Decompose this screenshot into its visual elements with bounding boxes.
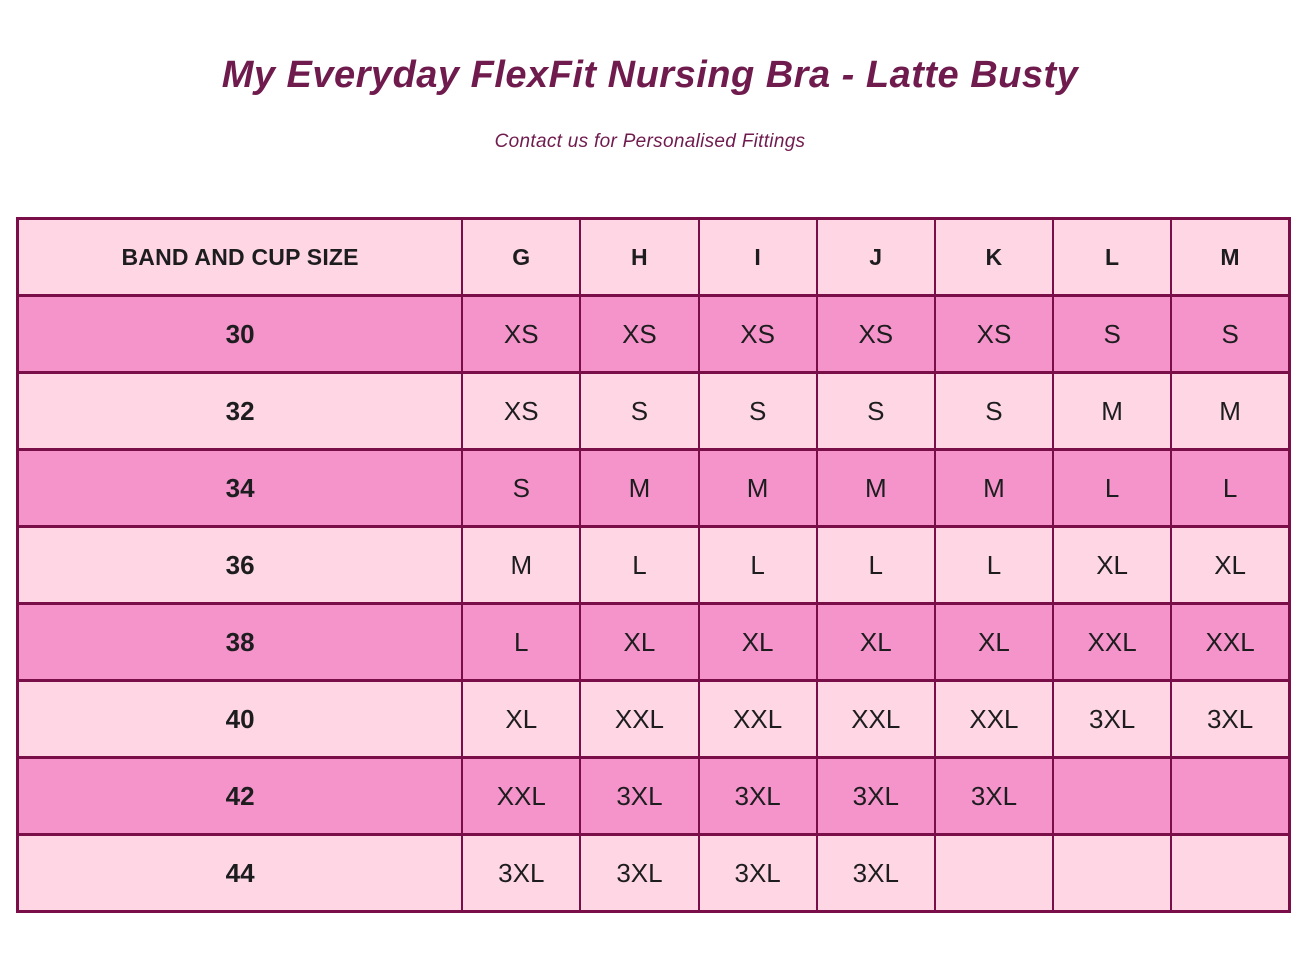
size-table-body: 30 XS XS XS XS XS S S 32 XS S S S S M M 34 S M M M M L L 36 M L L L L… <box>16 294 1291 913</box>
size-value-cell: XS <box>461 294 582 374</box>
cup-column-header: K <box>933 217 1055 297</box>
table-row: 36 M L L L L XL XL <box>16 525 1291 605</box>
band-size-cell: 36 <box>16 525 464 605</box>
size-value-cell: L <box>461 602 582 682</box>
size-value-cell: L <box>815 525 936 605</box>
table-row: 38 L XL XL XL XL XXL XXL <box>16 602 1291 682</box>
size-value-cell <box>1052 833 1173 913</box>
size-value-cell: S <box>933 371 1055 451</box>
table-row: 32 XS S S S S M M <box>16 371 1291 451</box>
size-value-cell: 3XL <box>1170 679 1291 759</box>
band-size-cell: 38 <box>16 602 464 682</box>
size-value-cell: XL <box>815 602 936 682</box>
size-value-cell: 3XL <box>1052 679 1173 759</box>
size-value-cell: L <box>697 525 818 605</box>
size-value-cell: XS <box>933 294 1055 374</box>
size-value-cell: M <box>1052 371 1173 451</box>
size-value-cell: 3XL <box>933 756 1055 836</box>
size-value-cell: 3XL <box>579 833 700 913</box>
size-value-cell: S <box>1052 294 1173 374</box>
band-size-cell: 44 <box>16 833 464 913</box>
size-value-cell: M <box>1170 371 1291 451</box>
band-size-cell: 42 <box>16 756 464 836</box>
size-value-cell: S <box>815 371 936 451</box>
cup-column-header: M <box>1170 217 1291 297</box>
size-value-cell: L <box>1052 448 1173 528</box>
size-value-cell: 3XL <box>815 756 936 836</box>
table-row: 42 XXL 3XL 3XL 3XL 3XL <box>16 756 1291 836</box>
size-value-cell: XS <box>697 294 818 374</box>
size-value-cell: L <box>1170 448 1291 528</box>
size-value-cell: S <box>579 371 700 451</box>
table-row: 44 3XL 3XL 3XL 3XL <box>16 833 1291 913</box>
size-value-cell: 3XL <box>697 833 818 913</box>
size-value-cell: M <box>461 525 582 605</box>
size-value-cell: XXL <box>579 679 700 759</box>
band-size-cell: 34 <box>16 448 464 528</box>
size-value-cell: M <box>697 448 818 528</box>
size-value-cell: S <box>461 448 582 528</box>
size-value-cell <box>1170 756 1291 836</box>
page-title: My Everyday FlexFit Nursing Bra - Latte … <box>221 54 1079 96</box>
size-value-cell: XXL <box>815 679 936 759</box>
size-value-cell <box>1052 756 1173 836</box>
cup-column-header: I <box>697 217 818 297</box>
size-value-cell: XS <box>579 294 700 374</box>
size-value-cell: XXL <box>1170 602 1291 682</box>
size-value-cell: XS <box>815 294 936 374</box>
size-value-cell: S <box>1170 294 1291 374</box>
page-subtitle: Contact us for Personalised Fittings <box>494 131 806 152</box>
size-value-cell: 3XL <box>697 756 818 836</box>
size-value-cell: XL <box>461 679 582 759</box>
cup-column-header: L <box>1052 217 1173 297</box>
size-value-cell: XL <box>697 602 818 682</box>
cup-column-header: H <box>579 217 700 297</box>
size-value-cell: 3XL <box>815 833 936 913</box>
size-chart-table: BAND AND CUP SIZE G H I J K L M 30 XS XS XS XS XS S S 3… <box>16 217 1291 913</box>
size-value-cell: XXL <box>1052 602 1173 682</box>
page-header: My Everyday FlexFit Nursing Bra - Latte … <box>0 0 1300 153</box>
size-value-cell: M <box>815 448 936 528</box>
size-value-cell <box>1170 833 1291 913</box>
size-value-cell: XL <box>1170 525 1291 605</box>
table-header-row: BAND AND CUP SIZE G H I J K L M <box>16 217 1291 297</box>
band-size-cell: 30 <box>16 294 464 374</box>
size-value-cell: S <box>697 371 818 451</box>
size-value-cell: 3XL <box>579 756 700 836</box>
size-value-cell: XL <box>1052 525 1173 605</box>
cup-column-header: G <box>461 217 582 297</box>
size-value-cell: L <box>933 525 1055 605</box>
size-value-cell: XXL <box>933 679 1055 759</box>
size-value-cell <box>933 833 1055 913</box>
band-size-cell: 32 <box>16 371 464 451</box>
size-value-cell: XL <box>579 602 700 682</box>
size-value-cell: XL <box>933 602 1055 682</box>
size-value-cell: L <box>579 525 700 605</box>
size-value-cell: M <box>933 448 1055 528</box>
size-value-cell: XS <box>461 371 582 451</box>
size-value-cell: XXL <box>697 679 818 759</box>
size-value-cell: M <box>579 448 700 528</box>
table-row: 40 XL XXL XXL XXL XXL 3XL 3XL <box>16 679 1291 759</box>
table-row: 30 XS XS XS XS XS S S <box>16 294 1291 374</box>
size-value-cell: 3XL <box>461 833 582 913</box>
table-row: 34 S M M M M L L <box>16 448 1291 528</box>
band-size-cell: 40 <box>16 679 464 759</box>
cup-column-header: J <box>815 217 936 297</box>
size-value-cell: XXL <box>461 756 582 836</box>
band-and-cup-size-header: BAND AND CUP SIZE <box>16 217 464 297</box>
